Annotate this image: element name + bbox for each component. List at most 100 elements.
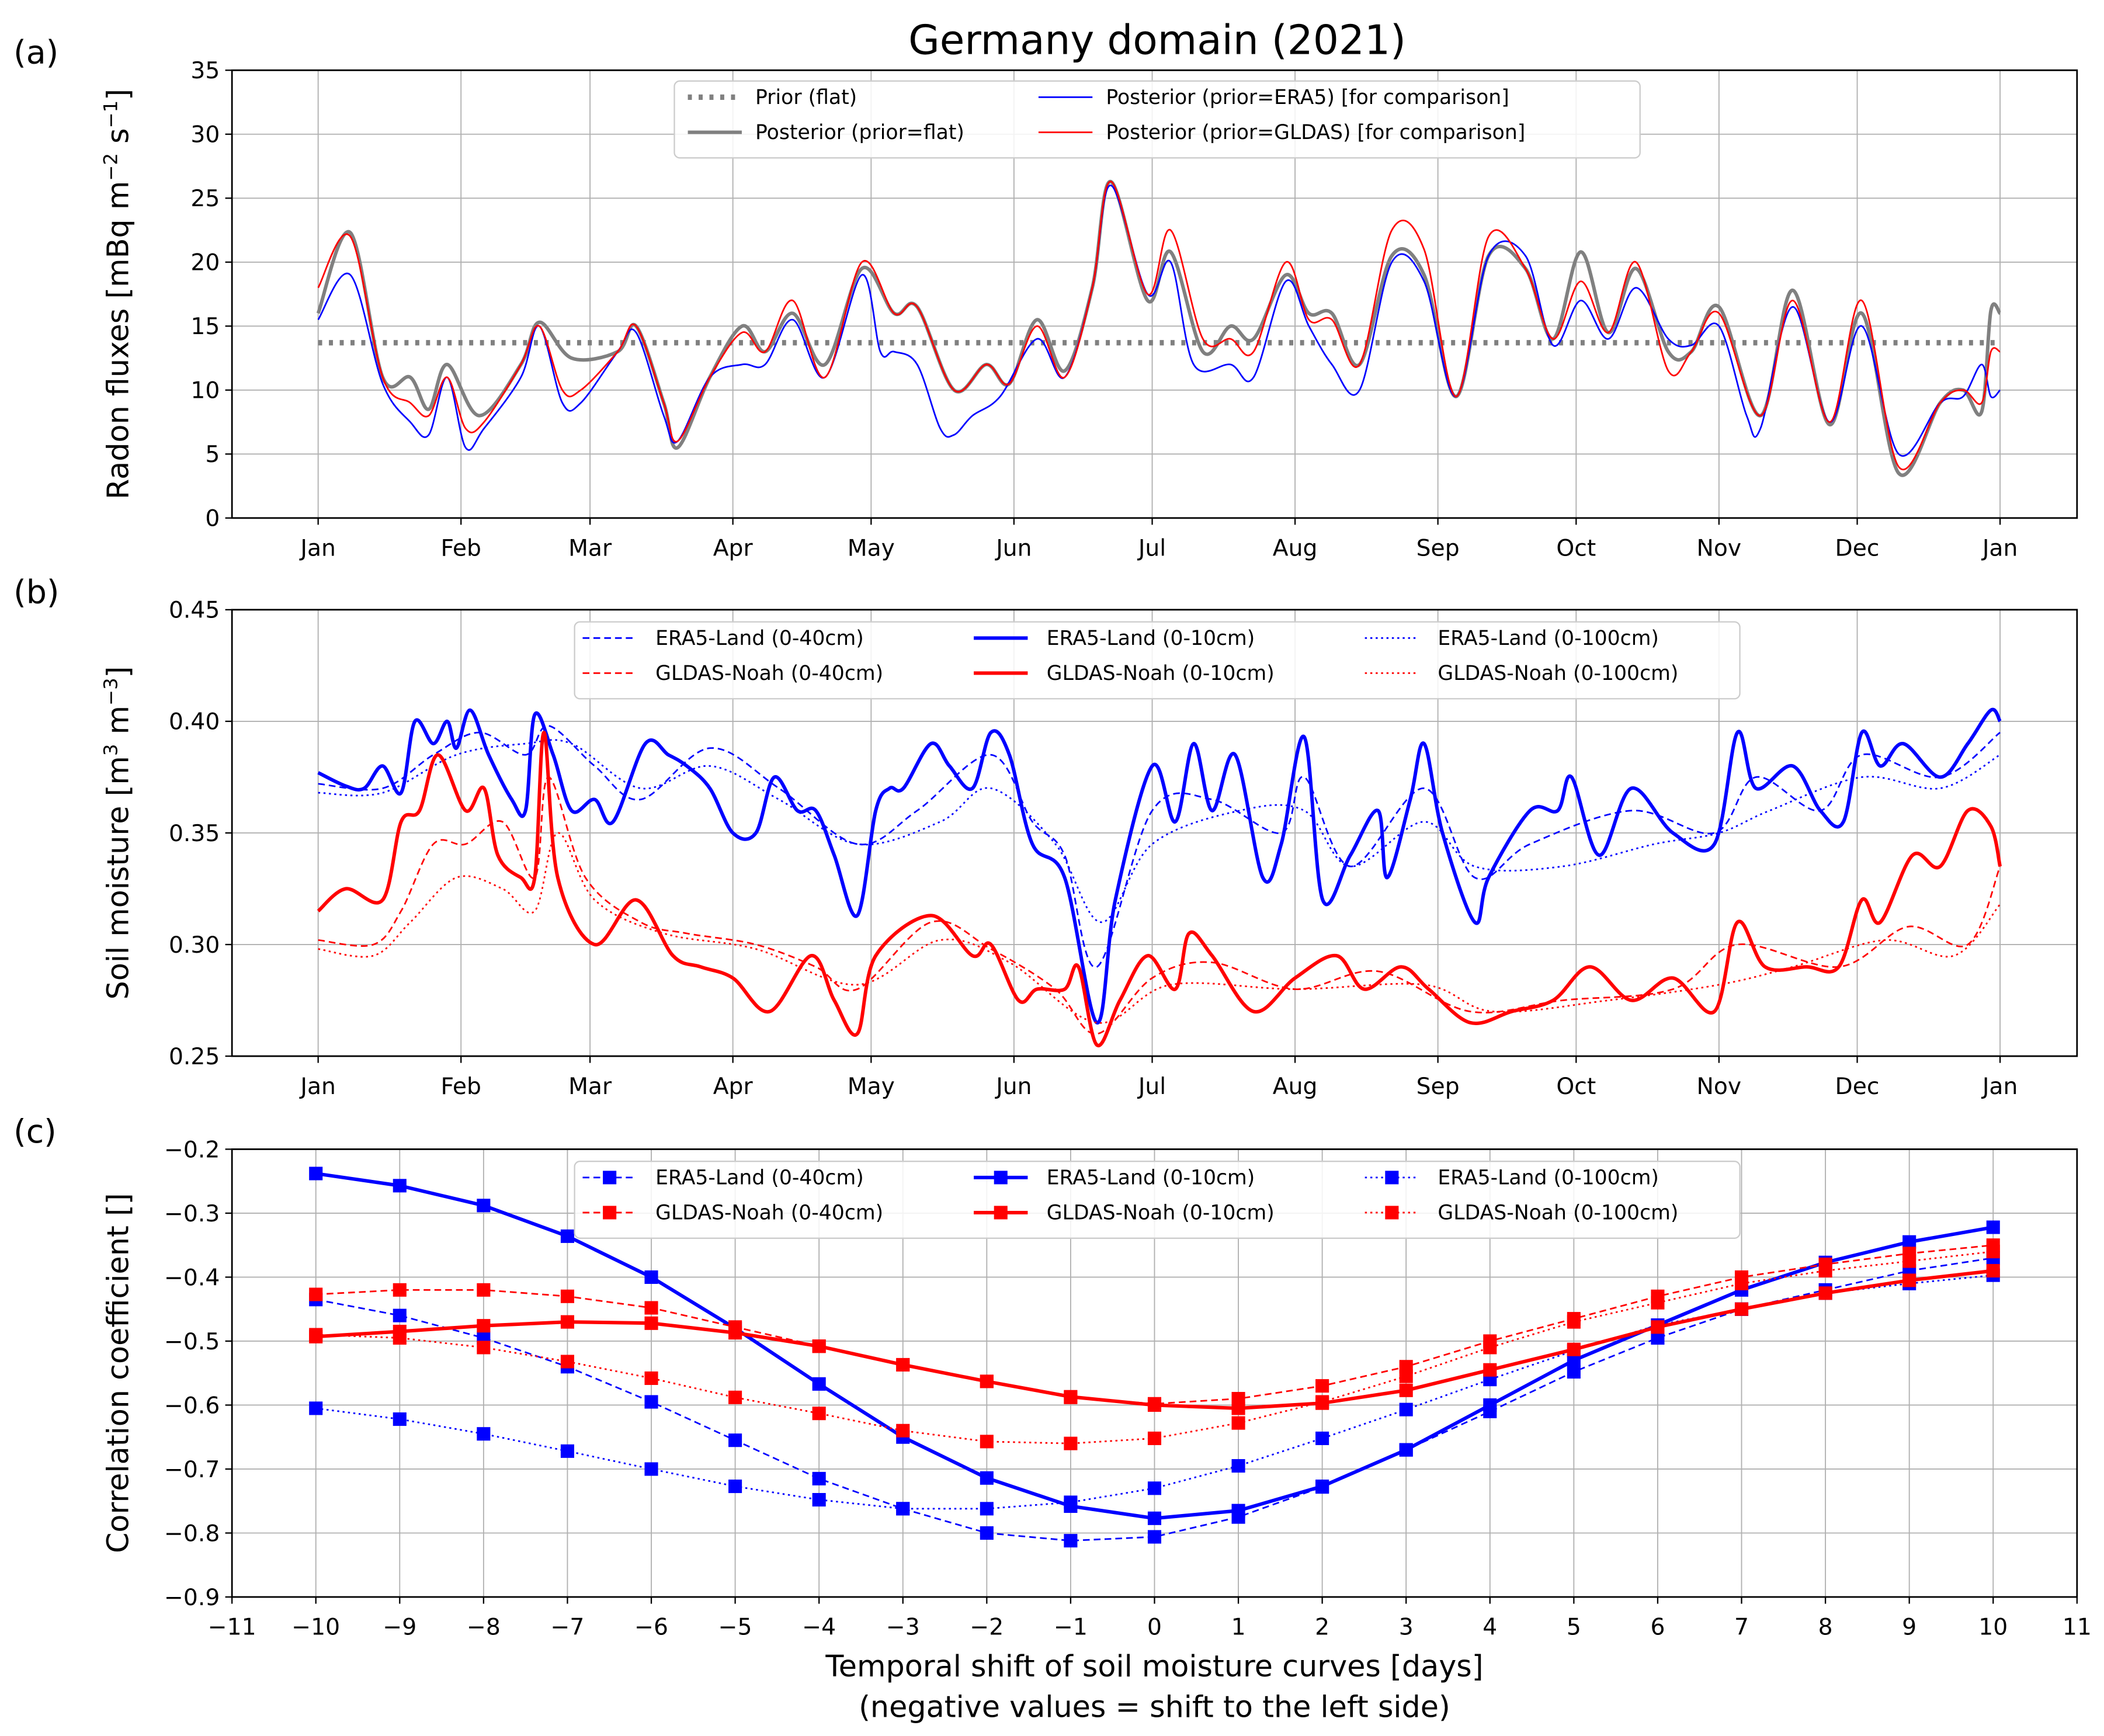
data-point (1986, 1245, 2000, 1259)
data-point (1315, 1379, 1329, 1393)
data-point (309, 1166, 323, 1181)
data-point (728, 1390, 742, 1404)
data-point (1567, 1342, 1581, 1356)
x-tick-label: Dec (1835, 1074, 1880, 1100)
data-point (644, 1371, 658, 1386)
series-line (317, 184, 2001, 457)
data-point (1734, 1302, 1749, 1316)
legend: Prior (flat) Posterior (prior=flat) Poster… (673, 80, 1641, 159)
data-point (728, 1326, 742, 1340)
y-tick-label: −0.9 (164, 1585, 220, 1611)
legend-entry: Posterior (prior=ERA5) [for comparison] (1106, 86, 1509, 109)
legend-entry: GLDAS-Noah (0-10cm) (1047, 662, 1275, 685)
x-tick-label: Mar (568, 535, 612, 561)
x-tick-label: Jan (298, 535, 336, 561)
data-point (1483, 1363, 1497, 1377)
data-point (1399, 1402, 1413, 1416)
panel-c: (c)−11 −10 −9 −8 −7 −6 −5 −4 −3 −2 −1 0 1 2 3 4 5 6 7 8 9 10 1… (13, 1113, 2092, 1724)
data-point (1064, 1390, 1078, 1404)
y-tick-label: 20 (190, 250, 220, 276)
data-point (980, 1502, 994, 1516)
data-point (560, 1355, 574, 1369)
x-tick-label: 7 (1734, 1615, 1749, 1641)
x-tick-label: 4 (1482, 1615, 1497, 1641)
data-point (812, 1377, 826, 1391)
x-tick-label: Oct (1556, 1074, 1596, 1100)
data-point (1902, 1235, 1916, 1249)
x-tick-label: −6 (634, 1615, 668, 1641)
data-point (1986, 1263, 2000, 1278)
legend-marker (1385, 1206, 1399, 1220)
y-tick-label: 15 (190, 314, 220, 340)
data-point (1902, 1254, 1916, 1268)
data-point (644, 1301, 658, 1315)
data-point (644, 1395, 658, 1409)
x-tick-label: Jun (994, 535, 1032, 561)
y-tick-label: 0.35 (169, 821, 220, 847)
data-point (477, 1283, 491, 1297)
series-line (317, 707, 2002, 1025)
x-tick-label: 6 (1650, 1615, 1665, 1641)
data-point (812, 1339, 826, 1353)
y-tick-label: 35 (190, 58, 220, 84)
y-axis-label: Radon fluxes [mBq m−2 s−1] (99, 89, 135, 499)
data-point (560, 1229, 574, 1243)
legend-entry: ERA5-Land (0-40cm) (655, 1166, 864, 1189)
data-point (1147, 1431, 1162, 1445)
panel-b: (b) Jan Feb Mar Apr May Jun Jul Aug Sep Oct Nov Dec J… (13, 574, 2078, 1100)
chart-title: Germany domain (2021) (908, 18, 1406, 64)
panel-a: (a) Jan Feb Mar Apr May Jun Jul Aug Sep Oct Nov Dec J… (13, 34, 2078, 561)
x-tick-label: Aug (1273, 1074, 1318, 1100)
y-axis-label: Correlation coefficient [] (100, 1193, 135, 1553)
y-tick-label: −0.4 (164, 1265, 220, 1291)
data-point (1399, 1369, 1413, 1383)
data-point (644, 1316, 658, 1330)
x-tick-label: −10 (291, 1615, 340, 1641)
data-point (812, 1492, 826, 1507)
x-tick-label: 5 (1567, 1615, 1581, 1641)
x-tick-label: May (848, 1074, 895, 1100)
y-axis-label: Soil moisture [m3 m−3] (99, 666, 135, 1000)
y-tick-label: 0.25 (169, 1044, 220, 1070)
x-tick-label: 1 (1231, 1615, 1246, 1641)
data-point (1315, 1480, 1329, 1494)
data-point (980, 1526, 994, 1540)
x-tick-label: −1 (1054, 1615, 1088, 1641)
series-line (318, 725, 2001, 968)
legend-box (673, 80, 1641, 159)
series-line (318, 832, 2001, 1024)
data-point (477, 1199, 491, 1213)
legend-entry: GLDAS-Noah (0-100cm) (1438, 662, 1678, 685)
x-tick-label: Jun (994, 1074, 1032, 1100)
data-point (1651, 1331, 1665, 1345)
data-point (1567, 1365, 1581, 1379)
data-point (1818, 1263, 1832, 1278)
x-tick-label: Feb (440, 535, 481, 561)
x-tick-label: Jan (1981, 535, 2018, 561)
data-point (1231, 1416, 1245, 1430)
data-point (393, 1331, 407, 1345)
data-point (1147, 1398, 1162, 1412)
data-point (1818, 1286, 1832, 1300)
legend-marker (603, 1171, 617, 1185)
data-point (1064, 1534, 1078, 1548)
series-line (317, 731, 2002, 1047)
x-tick-label: −9 (383, 1615, 416, 1641)
series-line (315, 1257, 1994, 1542)
data-point (1231, 1401, 1245, 1415)
x-tick-label: Nov (1697, 1074, 1742, 1100)
legend-entry: ERA5-Land (0-100cm) (1438, 1166, 1659, 1189)
data-point (309, 1328, 323, 1342)
legend-entry: Posterior (prior=flat) (755, 121, 964, 144)
y-tick-label: −0.8 (164, 1520, 220, 1547)
legend-marker (994, 1171, 1008, 1185)
x-tick-label: Jan (298, 1074, 336, 1100)
data-point (560, 1289, 574, 1303)
data-point (1315, 1395, 1329, 1409)
data-point (393, 1179, 407, 1193)
x-tick-label: 0 (1147, 1615, 1162, 1641)
legend-entry: GLDAS-Noah (0-40cm) (655, 662, 883, 685)
x-tick-label: 8 (1818, 1615, 1833, 1641)
data-point (1399, 1443, 1413, 1457)
